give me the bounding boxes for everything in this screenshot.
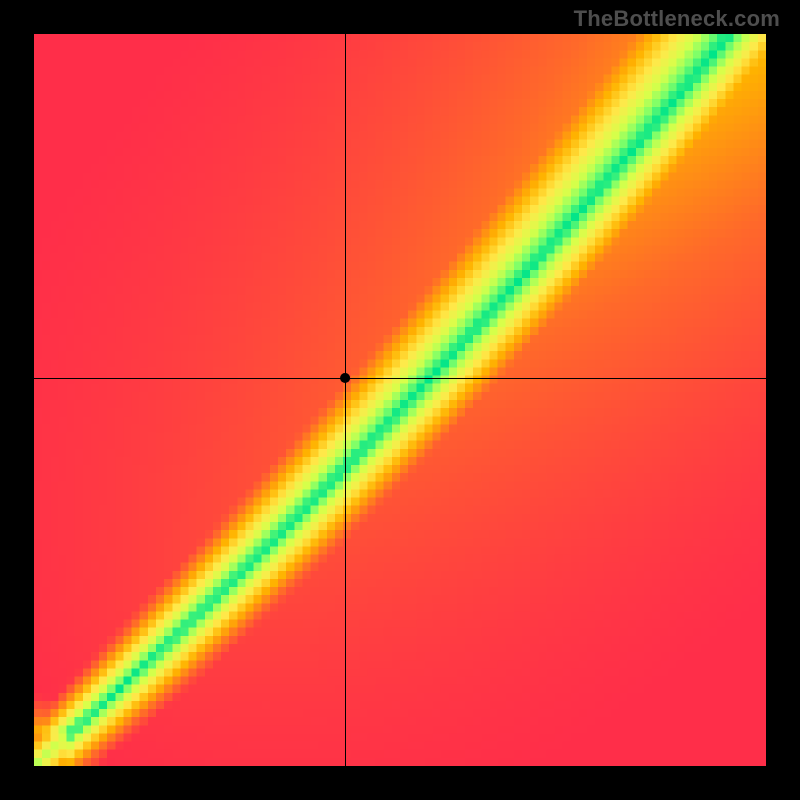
chart-frame: TheBottleneck.com bbox=[0, 0, 800, 800]
plot-area bbox=[34, 34, 766, 766]
watermark-text: TheBottleneck.com bbox=[574, 6, 780, 32]
crosshair-marker bbox=[34, 34, 766, 766]
